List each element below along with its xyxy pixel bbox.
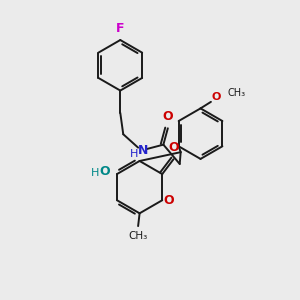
Text: O: O [163, 194, 173, 207]
Text: H: H [92, 168, 100, 178]
Text: O: O [99, 165, 110, 178]
Text: O: O [169, 141, 179, 154]
Text: F: F [116, 22, 124, 35]
Text: O: O [212, 92, 221, 102]
Text: O: O [163, 110, 173, 123]
Text: N: N [138, 144, 148, 157]
Text: CH₃: CH₃ [227, 88, 245, 98]
Text: H: H [130, 149, 139, 160]
Text: CH₃: CH₃ [128, 231, 148, 241]
